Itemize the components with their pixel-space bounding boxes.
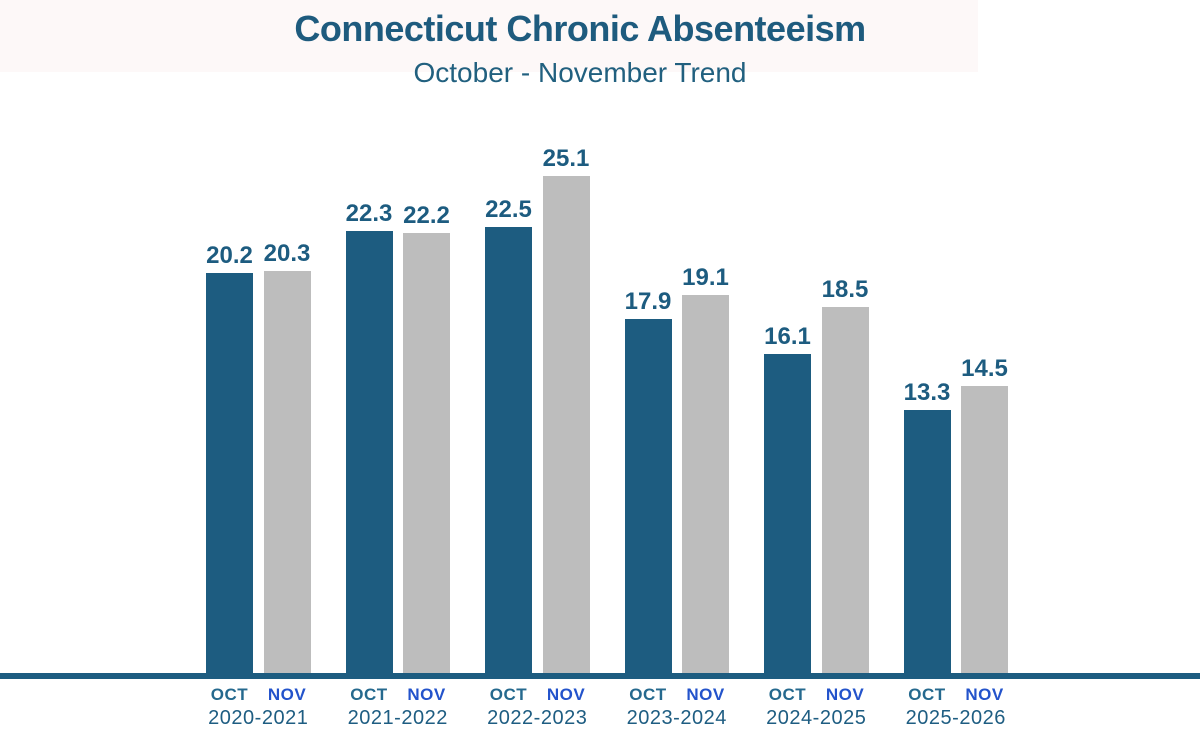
value-label-oct-2021-2022: 22.3: [345, 200, 393, 227]
x-label-oct-2024-2025: OCT: [768, 685, 807, 704]
value-label-oct-2025-2026: 13.3: [903, 379, 951, 406]
x-label-nov-2025-2026: NOV: [965, 685, 1004, 704]
value-label-nov-2023-2024: 19.1: [682, 264, 729, 291]
x-label-nov-2023-2024: NOV: [686, 685, 725, 704]
x-label-nov-2024-2025: NOV: [825, 685, 865, 704]
bar-nov-2023-2024: [682, 295, 729, 673]
x-label-oct-2023-2024: OCT: [629, 685, 667, 704]
x-label-nov-2022-2023: NOV: [546, 685, 586, 704]
bar-oct-2023-2024: [624, 319, 672, 673]
x-label-oct-2021-2022: OCT: [350, 685, 388, 704]
chart-subtitle: October - November Trend: [413, 57, 747, 88]
x-label-year-2025-2026: 2025-2026: [905, 707, 1006, 729]
value-label-nov-2020-2021: 20.3: [263, 240, 311, 267]
value-label-nov-2022-2023: 25.1: [542, 145, 590, 172]
bar-oct-2025-2026: [903, 410, 951, 673]
chart-title: Connecticut Chronic Absenteeism: [294, 8, 866, 49]
x-label-oct-2020-2021: OCT: [210, 685, 249, 704]
value-label-nov-2021-2022: 22.2: [403, 202, 450, 229]
x-label-year-2022-2023: 2022-2023: [487, 707, 588, 729]
x-label-year-2023-2024: 2023-2024: [626, 707, 727, 729]
x-label-oct-2022-2023: OCT: [489, 685, 528, 704]
value-label-oct-2020-2021: 20.2: [206, 242, 253, 269]
bar-oct-2021-2022: [345, 231, 393, 673]
bar-oct-2022-2023: [485, 227, 532, 673]
bar-nov-2021-2022: [403, 233, 450, 673]
x-axis-baseline: [0, 673, 1200, 679]
x-label-nov-2020-2021: NOV: [267, 685, 307, 704]
x-label-oct-2025-2026: OCT: [908, 685, 946, 704]
value-label-oct-2024-2025: 16.1: [764, 323, 811, 350]
bar-oct-2024-2025: [764, 354, 811, 673]
x-label-year-2020-2021: 2020-2021: [208, 707, 309, 729]
bar-oct-2020-2021: [206, 273, 253, 673]
value-label-nov-2025-2026: 14.5: [961, 355, 1008, 382]
x-label-year-2021-2022: 2021-2022: [347, 707, 448, 729]
header-background-tint: [0, 0, 978, 72]
bar-nov-2022-2023: [542, 176, 590, 673]
x-label-nov-2021-2022: NOV: [407, 685, 446, 704]
value-label-oct-2023-2024: 17.9: [624, 288, 672, 315]
bar-nov-2020-2021: [263, 271, 311, 673]
title-block: Connecticut Chronic Absenteeism October …: [0, 8, 1160, 89]
bar-nov-2024-2025: [821, 307, 869, 673]
value-label-nov-2024-2025: 18.5: [821, 276, 869, 303]
value-label-oct-2022-2023: 22.5: [485, 196, 532, 223]
x-label-year-2024-2025: 2024-2025: [766, 707, 867, 729]
bar-nov-2025-2026: [961, 386, 1008, 673]
